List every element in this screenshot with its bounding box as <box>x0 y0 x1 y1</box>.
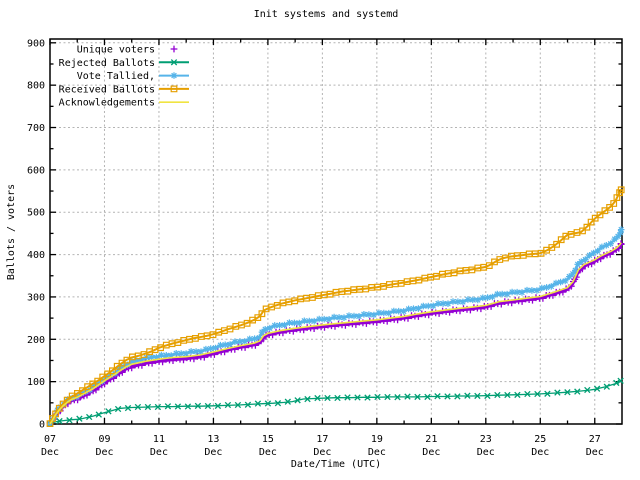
x-tick-label-day: 15 <box>262 434 274 445</box>
legend-marker-plus-icon <box>170 45 178 53</box>
series-layer <box>46 186 625 427</box>
x-tick-label-month: Dec <box>313 447 331 458</box>
x-tick-label-month: Dec <box>368 447 386 458</box>
x-axis-label: Date/Time (UTC) <box>290 459 382 470</box>
x-tick-label-month: Dec <box>150 447 168 458</box>
x-tick-label-day: 25 <box>534 434 546 445</box>
legend-label-rejected-ballots: Rejected Ballots <box>59 58 155 69</box>
x-tick-label-day: 27 <box>589 434 601 445</box>
legend: Unique voters Rejected Ballots Vote Tallie… <box>59 45 189 109</box>
chart-title: Init systems and systemd <box>253 9 399 20</box>
series-received-ballots <box>46 186 625 427</box>
x-tick-label-month: Dec <box>259 447 277 458</box>
tick-labels: 0 100 200 300 400 500 600 700 800 900 07 Dec 09 Dec 11… <box>27 38 604 458</box>
y-tick-label: 800 <box>27 81 45 92</box>
series-acknowledgements <box>49 242 622 425</box>
y-tick-label: 300 <box>27 292 45 303</box>
legend-label-unique-voters: Unique voters <box>77 45 155 56</box>
x-tick-label-day: 09 <box>98 434 110 445</box>
legend-item-received-ballots: Received Ballots <box>59 84 189 95</box>
x-tick-label-month: Dec <box>95 447 113 458</box>
grid-lines <box>50 39 622 424</box>
series-rejected-ballots <box>46 377 624 427</box>
x-tick-label-month: Dec <box>41 447 59 458</box>
legend-label-acknowledgements: Acknowledgements <box>59 98 155 109</box>
x-tick-label-day: 19 <box>371 434 383 445</box>
x-tick-label-day: 21 <box>425 434 437 445</box>
y-tick-label: 500 <box>27 208 45 219</box>
x-tick-label-month: Dec <box>531 447 549 458</box>
x-tick-label-month: Dec <box>422 447 440 458</box>
legend-item-rejected-ballots: Rejected Ballots <box>59 58 189 69</box>
y-tick-label: 600 <box>27 165 45 176</box>
y-axis-label: Ballots / voters <box>6 183 17 281</box>
x-tick-label-day: 07 <box>44 434 56 445</box>
y-tick-label: 0 <box>39 420 45 431</box>
x-tick-label-month: Dec <box>586 447 604 458</box>
y-tick-label: 400 <box>27 250 45 261</box>
x-tick-label-month: Dec <box>477 447 495 458</box>
legend-marker-cross-icon <box>170 59 178 66</box>
x-tick-label-day: 17 <box>316 434 328 445</box>
legend-label-vote-tallied: Vote Tallied, <box>77 71 155 82</box>
legend-marker-asterisk-icon <box>170 72 178 79</box>
x-tick-label-month: Dec <box>204 447 222 458</box>
legend-label-received-ballots: Received Ballots <box>59 84 155 95</box>
x-tick-label-day: 11 <box>153 434 165 445</box>
y-tick-label: 200 <box>27 335 45 346</box>
legend-item-unique-voters: Unique voters <box>77 45 178 56</box>
x-tick-label-day: 13 <box>207 434 219 445</box>
x-tick-label-day: 23 <box>480 434 492 445</box>
series-line-acknowledgements <box>49 242 622 425</box>
y-tick-label: 900 <box>27 38 45 49</box>
legend-marker-square-icon <box>170 85 178 93</box>
y-tick-label: 100 <box>27 377 45 388</box>
series-line-received-ballots <box>49 188 623 425</box>
y-tick-label: 700 <box>27 123 45 134</box>
legend-item-vote-tallied: Vote Tallied, <box>77 71 189 82</box>
legend-item-acknowledgements: Acknowledgements <box>59 98 189 109</box>
